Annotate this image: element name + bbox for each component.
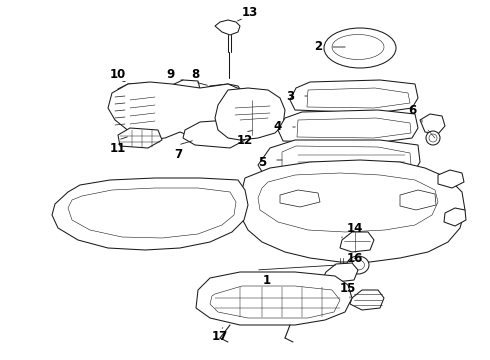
- Polygon shape: [215, 88, 285, 140]
- Text: 13: 13: [242, 5, 258, 18]
- Polygon shape: [183, 120, 245, 148]
- Polygon shape: [420, 114, 445, 134]
- Polygon shape: [52, 178, 248, 250]
- Ellipse shape: [429, 134, 437, 142]
- Polygon shape: [108, 82, 250, 140]
- Polygon shape: [350, 290, 384, 310]
- Polygon shape: [196, 272, 352, 325]
- Text: 16: 16: [347, 252, 363, 265]
- Text: 10: 10: [110, 68, 126, 81]
- Polygon shape: [118, 128, 162, 148]
- Polygon shape: [290, 80, 418, 113]
- Text: 6: 6: [408, 104, 416, 117]
- Polygon shape: [278, 110, 418, 143]
- Polygon shape: [172, 80, 200, 94]
- Text: 12: 12: [237, 134, 253, 147]
- Ellipse shape: [347, 256, 369, 274]
- Polygon shape: [444, 208, 466, 226]
- Polygon shape: [198, 84, 242, 105]
- Polygon shape: [282, 146, 411, 172]
- Polygon shape: [438, 170, 464, 188]
- Polygon shape: [210, 286, 340, 318]
- Text: 8: 8: [191, 68, 199, 81]
- Ellipse shape: [332, 35, 384, 59]
- Polygon shape: [118, 83, 152, 98]
- Ellipse shape: [351, 260, 365, 270]
- Polygon shape: [215, 20, 240, 35]
- Polygon shape: [324, 263, 358, 282]
- Text: 17: 17: [212, 329, 228, 342]
- Text: 1: 1: [263, 274, 271, 288]
- Text: 3: 3: [286, 90, 294, 103]
- Ellipse shape: [324, 28, 396, 68]
- Polygon shape: [400, 190, 436, 210]
- Text: 15: 15: [340, 282, 356, 294]
- Text: 2: 2: [314, 40, 322, 54]
- Text: 11: 11: [110, 141, 126, 154]
- Polygon shape: [297, 118, 411, 138]
- Ellipse shape: [426, 131, 440, 145]
- Text: 14: 14: [347, 221, 363, 234]
- Text: 9: 9: [166, 68, 174, 81]
- Polygon shape: [258, 173, 438, 232]
- Text: 7: 7: [174, 148, 182, 162]
- Text: 5: 5: [258, 157, 266, 170]
- Polygon shape: [307, 88, 410, 108]
- Polygon shape: [258, 140, 420, 180]
- Polygon shape: [68, 188, 236, 238]
- Polygon shape: [240, 160, 465, 262]
- Polygon shape: [280, 190, 320, 207]
- Text: 4: 4: [274, 121, 282, 134]
- Polygon shape: [340, 232, 374, 252]
